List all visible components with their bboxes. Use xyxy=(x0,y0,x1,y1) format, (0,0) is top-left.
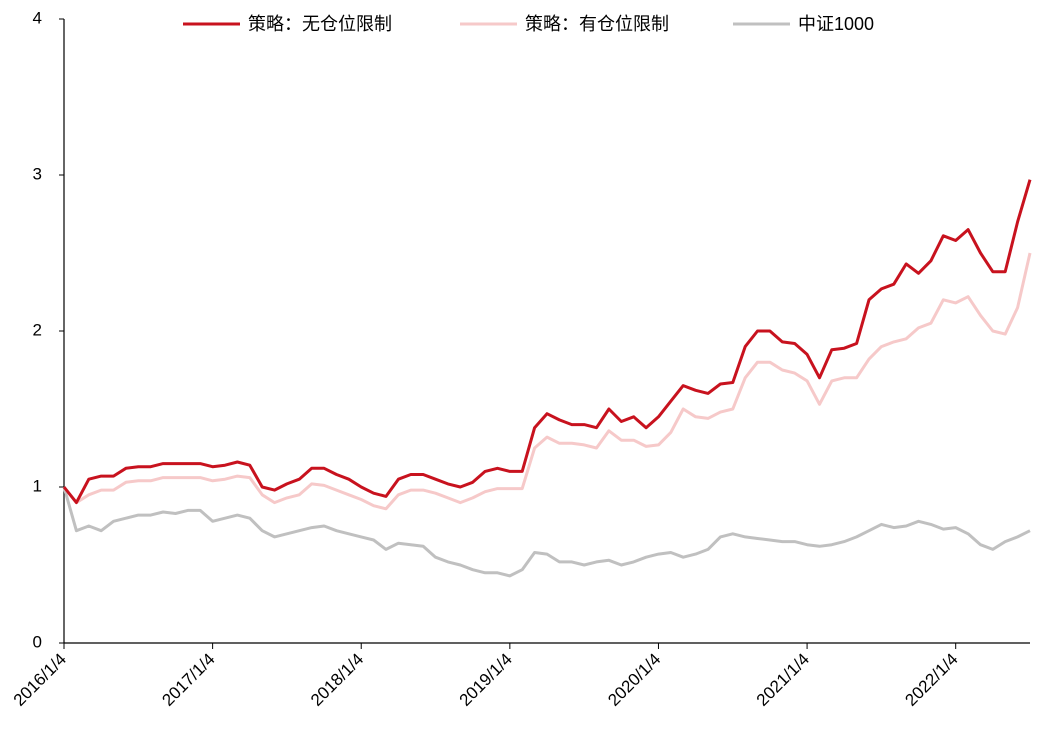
x-tick-label: 2016/1/4 xyxy=(10,650,70,710)
x-tick-label: 2022/1/4 xyxy=(901,650,961,710)
y-tick-label: 2 xyxy=(33,320,42,339)
series-line xyxy=(62,179,1032,505)
legend-label: 策略：有仓位限制 xyxy=(525,14,669,34)
series-line xyxy=(62,252,1032,511)
y-tick-label: 1 xyxy=(33,476,42,495)
x-tick-label: 2020/1/4 xyxy=(604,650,664,710)
legend-item: 中证1000 xyxy=(733,14,874,34)
y-tick-label: 0 xyxy=(33,632,42,651)
x-tick-label: 2019/1/4 xyxy=(456,650,516,710)
x-tick-label: 2021/1/4 xyxy=(753,650,813,710)
x-tick-label: 2017/1/4 xyxy=(158,650,218,710)
legend-label: 策略：无仓位限制 xyxy=(248,14,392,34)
legend-label: 中证1000 xyxy=(798,14,874,34)
legend-item: 策略：有仓位限制 xyxy=(460,14,669,34)
x-tick-label: 2018/1/4 xyxy=(307,650,367,710)
legend-item: 策略：无仓位限制 xyxy=(183,14,392,34)
y-tick-label: 3 xyxy=(33,164,42,183)
series-line xyxy=(62,486,1031,578)
y-tick-label: 4 xyxy=(33,8,42,27)
